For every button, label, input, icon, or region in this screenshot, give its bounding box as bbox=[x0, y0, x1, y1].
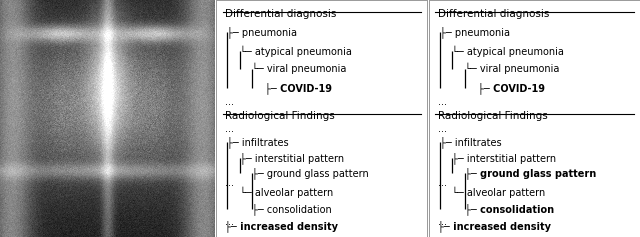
Text: ├─ interstitial pattern: ├─ interstitial pattern bbox=[452, 152, 556, 164]
Text: ├─ ground glass pattern: ├─ ground glass pattern bbox=[252, 168, 369, 179]
Text: ├─ increased density: ├─ increased density bbox=[225, 220, 338, 232]
Text: ├─ pneumonia: ├─ pneumonia bbox=[440, 26, 509, 38]
Text: ├─ consolidation: ├─ consolidation bbox=[252, 203, 332, 215]
Text: └─ viral pneumonia: └─ viral pneumonia bbox=[252, 63, 346, 74]
Text: Differential diagnosis: Differential diagnosis bbox=[225, 9, 336, 19]
Text: ...: ... bbox=[225, 124, 234, 134]
Text: └─ atypical pneumonia: └─ atypical pneumonia bbox=[239, 45, 351, 57]
Text: ...: ... bbox=[225, 178, 234, 188]
Text: ├─ infiltrates: ├─ infiltrates bbox=[227, 136, 289, 148]
Text: ...: ... bbox=[438, 97, 447, 107]
Text: ├─ pneumonia: ├─ pneumonia bbox=[227, 26, 297, 38]
Text: ...: ... bbox=[438, 178, 447, 188]
Text: Radiological Findings: Radiological Findings bbox=[438, 111, 547, 121]
Text: ├─ infiltrates: ├─ infiltrates bbox=[440, 136, 501, 148]
Text: ...: ... bbox=[438, 217, 447, 227]
Text: └─ alveolar pattern: └─ alveolar pattern bbox=[239, 187, 333, 198]
Text: ├─ interstitial pattern: ├─ interstitial pattern bbox=[239, 152, 344, 164]
Text: ├─ COVID-19: ├─ COVID-19 bbox=[265, 82, 332, 94]
Text: └─ atypical pneumonia: └─ atypical pneumonia bbox=[452, 45, 564, 57]
Text: ...: ... bbox=[438, 124, 447, 134]
Text: ...: ... bbox=[225, 217, 234, 227]
Text: ...: ... bbox=[225, 97, 234, 107]
Text: └─ viral pneumonia: └─ viral pneumonia bbox=[465, 63, 559, 74]
Text: Radiological Findings: Radiological Findings bbox=[225, 111, 335, 121]
Text: ├─ COVID-19: ├─ COVID-19 bbox=[477, 82, 545, 94]
Text: ├─ consolidation: ├─ consolidation bbox=[465, 203, 554, 215]
Text: Differential diagnosis: Differential diagnosis bbox=[438, 9, 549, 19]
Text: ├─ increased density: ├─ increased density bbox=[438, 220, 550, 232]
Text: ├─ ground glass pattern: ├─ ground glass pattern bbox=[465, 168, 596, 179]
Text: └─ alveolar pattern: └─ alveolar pattern bbox=[452, 187, 545, 198]
